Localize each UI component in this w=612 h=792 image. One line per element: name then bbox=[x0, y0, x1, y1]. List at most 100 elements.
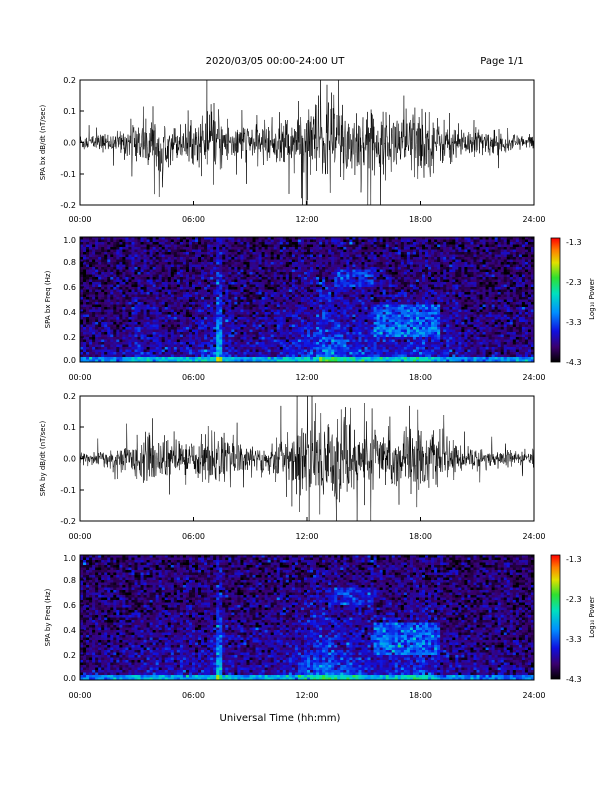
spectrogram-cell bbox=[188, 324, 193, 328]
spectrogram-cell bbox=[282, 342, 287, 345]
spectrogram-cell bbox=[188, 317, 193, 320]
spectrogram-cell bbox=[104, 337, 108, 340]
spectrogram-cell bbox=[334, 317, 338, 320]
spectrogram-cell bbox=[95, 324, 99, 328]
spectrogram-cell bbox=[376, 319, 381, 323]
spectrogram-cell bbox=[131, 312, 135, 315]
spectrogram-cell bbox=[319, 247, 323, 250]
spectrogram-cell bbox=[134, 274, 138, 278]
spectrogram-cell bbox=[198, 302, 202, 305]
spectrogram-cell bbox=[252, 307, 256, 310]
spectrogram-cell bbox=[297, 332, 302, 335]
spectrogram-cell bbox=[370, 259, 374, 263]
spectrogram-cell bbox=[161, 244, 166, 248]
spectrogram-cell bbox=[195, 269, 199, 273]
spectrogram-cell bbox=[267, 294, 272, 298]
spectrogram-cell bbox=[104, 252, 108, 255]
spectrogram-cell bbox=[249, 349, 253, 353]
spectrogram-cell bbox=[240, 242, 244, 245]
spectrogram-cell bbox=[216, 242, 220, 245]
spectrogram-cell bbox=[303, 294, 308, 298]
spectrogram-cell bbox=[346, 312, 350, 315]
spectrogram-cell bbox=[358, 342, 362, 345]
spectrogram-cell bbox=[285, 324, 290, 328]
spectrogram-cell bbox=[313, 284, 317, 288]
spectrogram-cell bbox=[170, 279, 175, 283]
spectrogram-cell bbox=[316, 322, 320, 325]
spectrogram-cell bbox=[343, 299, 347, 303]
spectrogram-cell bbox=[86, 277, 90, 280]
spectrogram-cell bbox=[107, 277, 111, 280]
spectrogram-cell bbox=[222, 282, 226, 285]
spectrogram-cell bbox=[161, 334, 166, 338]
spectrogram-cell bbox=[140, 317, 144, 320]
spectrogram-cell bbox=[243, 359, 247, 363]
spectrogram-cell bbox=[116, 317, 120, 320]
spectrogram-cell bbox=[176, 269, 181, 273]
spectrogram-cell bbox=[182, 342, 187, 345]
spectrogram-cell bbox=[116, 319, 120, 323]
spectrogram-cell bbox=[101, 277, 105, 280]
spectrogram-cell bbox=[325, 302, 329, 305]
spectrogram-cell bbox=[179, 304, 184, 308]
plot-title: 2020/03/05 00:00-24:00 UT bbox=[206, 56, 346, 67]
spectrogram-cell bbox=[310, 284, 314, 288]
spectrogram-cell bbox=[188, 304, 193, 308]
spectrogram-cell bbox=[104, 247, 108, 250]
spectrogram-cell bbox=[116, 337, 120, 340]
spectrogram-cell bbox=[249, 284, 253, 288]
spectrogram-cell bbox=[319, 267, 323, 270]
spectrogram-cell bbox=[98, 279, 102, 283]
spectrogram-cell bbox=[355, 282, 359, 285]
spectrogram-cell bbox=[155, 344, 160, 348]
spectrogram-cell bbox=[113, 242, 117, 245]
spectrogram-cell bbox=[364, 254, 368, 258]
spectrogram-cell bbox=[249, 327, 253, 330]
spectrogram-cell bbox=[98, 304, 102, 308]
spectrogram-cell bbox=[146, 254, 151, 258]
spectrogram-cell bbox=[125, 244, 129, 248]
spectrogram-cell bbox=[282, 254, 287, 258]
spectrogram-cell bbox=[340, 322, 344, 325]
spectrogram-cell bbox=[164, 252, 169, 255]
spectrogram-cell bbox=[113, 274, 117, 278]
spectrogram-cell bbox=[279, 319, 284, 323]
spectrogram-cell bbox=[225, 242, 229, 245]
spectrogram-cell bbox=[346, 334, 350, 338]
spectrogram-cell bbox=[173, 244, 178, 248]
spectrogram-cell bbox=[267, 319, 272, 323]
spectrogram-cell bbox=[219, 317, 223, 320]
spectrogram-cell bbox=[228, 342, 232, 345]
spectrogram-cell bbox=[373, 332, 378, 335]
spectrogram-cell bbox=[273, 252, 278, 255]
spectrogram-cell bbox=[195, 304, 199, 308]
spectrogram-cell bbox=[258, 304, 262, 308]
spectrogram-cell bbox=[125, 342, 129, 345]
spectrogram-cell bbox=[167, 359, 172, 363]
spectrogram-cell bbox=[143, 317, 147, 320]
spectrogram-cell bbox=[137, 259, 141, 263]
spectrogram-cell bbox=[104, 267, 108, 270]
spectrogram-cell bbox=[258, 252, 262, 255]
spectrogram-cell bbox=[95, 304, 99, 308]
spectrogram-cell bbox=[358, 277, 362, 280]
spectrogram-cell bbox=[252, 252, 256, 255]
spectrogram-cell bbox=[252, 259, 256, 263]
spectrogram-cell bbox=[358, 322, 362, 325]
spectrogram-cell bbox=[291, 287, 296, 290]
spectrogram-cell bbox=[228, 259, 232, 263]
spectrogram-cell bbox=[258, 317, 262, 320]
spectrogram-cell bbox=[195, 334, 199, 338]
spectrogram-cell bbox=[92, 239, 96, 243]
spectrogram-cell bbox=[228, 307, 232, 310]
spectrogram-cell bbox=[258, 282, 262, 285]
spectrogram-cell bbox=[234, 264, 238, 268]
spectrogram-cell bbox=[213, 312, 217, 315]
spectrogram-cell bbox=[234, 242, 238, 245]
spectrogram-cell bbox=[179, 239, 184, 243]
spectrogram-cell bbox=[134, 349, 138, 353]
spectrogram-cell bbox=[113, 357, 117, 360]
spectrogram-cell bbox=[134, 324, 138, 328]
spectrogram-cell bbox=[349, 277, 353, 280]
spectrogram-cell bbox=[207, 279, 211, 283]
